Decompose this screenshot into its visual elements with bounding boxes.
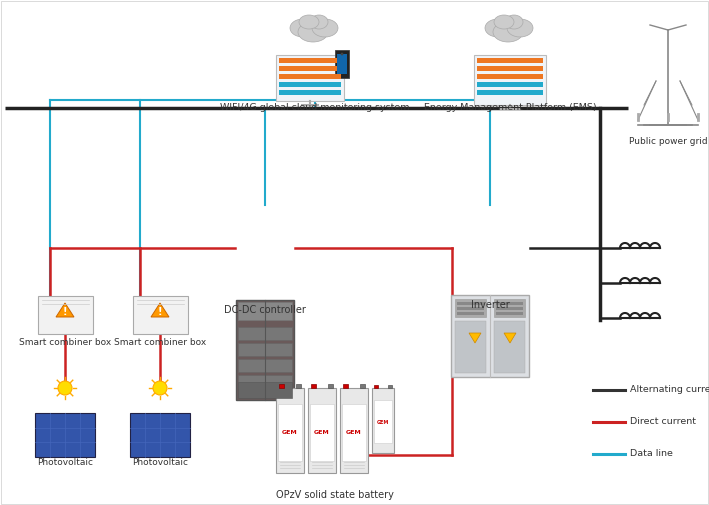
Text: DC-DC controller: DC-DC controller [224,305,306,315]
Text: Smart combiner box: Smart combiner box [114,338,206,347]
Bar [130,413,190,457]
Bar [477,66,543,71]
Bar [337,54,347,74]
Polygon shape [469,333,481,343]
Bar [474,55,546,105]
Bar [38,296,92,334]
Bar [477,82,543,87]
Ellipse shape [505,15,523,29]
Circle shape [341,53,343,55]
Bar [276,55,344,101]
Bar [279,90,341,95]
Ellipse shape [507,19,533,37]
Bar [388,384,392,387]
Text: !: ! [63,307,67,317]
Bar [238,302,292,320]
Text: !: ! [157,307,162,317]
Bar [477,90,543,95]
Text: Energy Management Platform (EMS): Energy Management Platform (EMS) [424,103,596,112]
Bar [238,327,292,340]
Bar [238,343,292,356]
Text: OPzV solid state battery: OPzV solid state battery [276,490,394,500]
Circle shape [153,381,167,395]
Text: Direct current: Direct current [630,418,696,427]
Bar [457,302,484,305]
Text: Alternating current: Alternating current [630,385,709,394]
Ellipse shape [312,19,338,37]
Bar [311,383,316,387]
Bar [238,375,292,388]
Circle shape [341,53,343,55]
Text: Photovoltaic: Photovoltaic [37,458,93,467]
Bar [477,74,543,79]
Bar [374,399,392,442]
Bar [310,403,334,461]
Text: GEM: GEM [314,430,330,435]
Bar [457,312,484,315]
Bar [494,321,525,373]
Bar [494,299,525,317]
Bar [496,302,523,305]
Circle shape [58,381,72,395]
Bar [279,58,341,63]
Bar [496,307,523,310]
Ellipse shape [493,22,523,42]
Bar [236,300,294,400]
Bar [457,307,484,310]
Text: Inverter: Inverter [471,300,509,310]
Bar [276,387,304,473]
Bar [296,383,301,387]
Text: Smart combiner box: Smart combiner box [19,338,111,347]
Ellipse shape [494,15,514,29]
Text: WIFI/4G global cloud monitoring system: WIFI/4G global cloud monitoring system [220,103,410,112]
Text: GEM: GEM [282,430,298,435]
Bar [279,82,341,87]
Text: Data line: Data line [630,449,673,459]
Bar [133,296,187,334]
Ellipse shape [310,15,328,29]
Bar [343,383,348,387]
Bar [279,66,341,71]
Circle shape [341,53,343,55]
Ellipse shape [290,19,316,37]
Bar [374,384,378,387]
Bar [328,383,333,387]
Bar [279,74,341,79]
Text: GEM: GEM [346,430,362,435]
Text: Photovoltaic: Photovoltaic [132,458,188,467]
Bar [238,382,292,398]
Bar [496,312,523,315]
Bar [35,413,95,457]
Text: Public power grid: Public power grid [629,137,708,146]
Polygon shape [151,303,169,317]
Polygon shape [504,333,516,343]
Bar [335,50,349,78]
Bar [455,321,486,373]
Text: GEM: GEM [376,420,389,425]
Bar [340,387,368,473]
Ellipse shape [298,22,328,42]
Bar [279,383,284,387]
Bar [477,58,543,63]
Ellipse shape [299,15,319,29]
Bar [360,383,365,387]
Bar [342,403,366,461]
Bar [238,359,292,372]
Bar [372,387,394,452]
Ellipse shape [485,19,511,37]
Polygon shape [56,303,74,317]
Bar [308,387,336,473]
Bar [278,403,302,461]
Bar [455,299,486,317]
Bar [451,295,529,377]
